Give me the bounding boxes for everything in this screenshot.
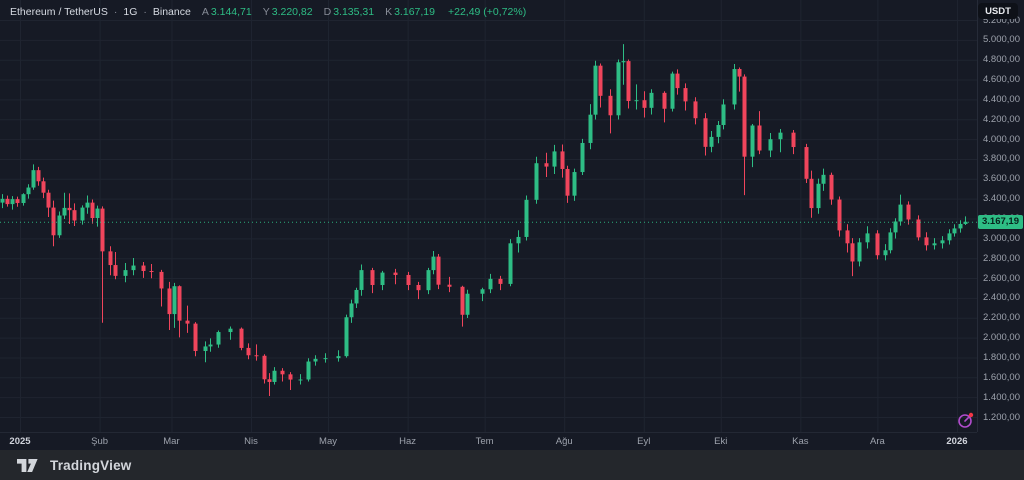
price-axis-label: 5.000,00 (983, 34, 1020, 46)
price-axis-label: 2.400,00 (983, 292, 1020, 304)
price-axis-label: 4.800,00 (983, 54, 1020, 66)
price-axis-label: 1.200,00 (983, 411, 1020, 423)
tradingview-logo-icon (17, 458, 38, 472)
ohlc-high: Y 3.220,82 (262, 6, 313, 18)
candlestick-chart[interactable] (0, 0, 977, 432)
chart-pane[interactable]: Ethereum / TetherUS · 1G · Binance A 3.1… (0, 0, 1024, 450)
ohlc-low: D 3.135,31 (323, 6, 375, 18)
symbol-title[interactable]: Ethereum / TetherUS (10, 6, 108, 18)
price-axis-label: 2.800,00 (983, 252, 1020, 264)
price-axis-label: 3.400,00 (983, 193, 1020, 205)
price-axis-label: 4.200,00 (983, 113, 1020, 125)
refresh-status-icon[interactable] (956, 410, 976, 430)
time-axis-label: Kas (792, 436, 809, 447)
price-axis-label: 4.600,00 (983, 74, 1020, 86)
time-axis-label: Mar (163, 436, 180, 447)
time-axis-label: Tem (475, 436, 494, 447)
price-change-value: +22,49 (+0,72%) (447, 6, 527, 18)
price-axis-label: 3.000,00 (983, 232, 1020, 244)
time-axis-label: Şub (91, 436, 109, 447)
time-axis-label: Eyl (637, 436, 651, 447)
tradingview-logo[interactable]: TradingView (16, 458, 131, 473)
refresh-status-icon-svg (958, 412, 974, 428)
candlestick-series (0, 44, 968, 397)
time-axis-label: Nis (244, 436, 258, 447)
time-axis-label: Ağu (555, 436, 573, 447)
grid-lines (0, 0, 977, 432)
price-axis-label: 2.200,00 (983, 312, 1020, 324)
time-axis-label: Ara (869, 436, 885, 447)
price-axis-label: 1.600,00 (983, 371, 1020, 383)
price-axis-label: 3.600,00 (983, 173, 1020, 185)
ohlc-close: K 3.167,19 (385, 6, 435, 18)
time-axis-label: 2025 (9, 436, 31, 447)
time-axis-label: May (319, 436, 338, 447)
time-axis-label: 2026 (946, 436, 968, 447)
price-axis-label: 4.000,00 (983, 133, 1020, 145)
price-axis-label: 3.800,00 (983, 153, 1020, 165)
exchange-label[interactable]: Binance (152, 6, 191, 18)
price-axis-label: 5.200,00 (983, 14, 1020, 26)
time-axis-label: Haz (399, 436, 417, 447)
time-axis-label: Eki (714, 436, 728, 447)
separator-dot: · (143, 6, 147, 18)
currency-toggle-button[interactable]: USDT (978, 3, 1018, 19)
last-price-label: 3.167,19 (978, 214, 1023, 229)
price-axis-label: 4.400,00 (983, 93, 1020, 105)
interval-label[interactable]: 1G (123, 6, 138, 18)
ohlc-open: A 3.144,71 (201, 6, 252, 18)
separator-dot: · (113, 6, 118, 18)
price-axis-label: 2.600,00 (983, 272, 1020, 284)
price-axis-label: 1.400,00 (983, 391, 1020, 403)
footer-bar: TradingView (0, 450, 1024, 480)
price-axis-label: 1.800,00 (983, 351, 1020, 363)
price-axis-label: 2.000,00 (983, 332, 1020, 344)
tradingview-logo-text: TradingView (50, 457, 132, 473)
time-axis[interactable]: 2025 Şub Mar Nis May Haz Tem Ağu Eyl Eki Kas Ara 202… (0, 432, 977, 450)
symbol-info-bar: Ethereum / TetherUS · 1G · Binance A 3.1… (10, 6, 526, 18)
